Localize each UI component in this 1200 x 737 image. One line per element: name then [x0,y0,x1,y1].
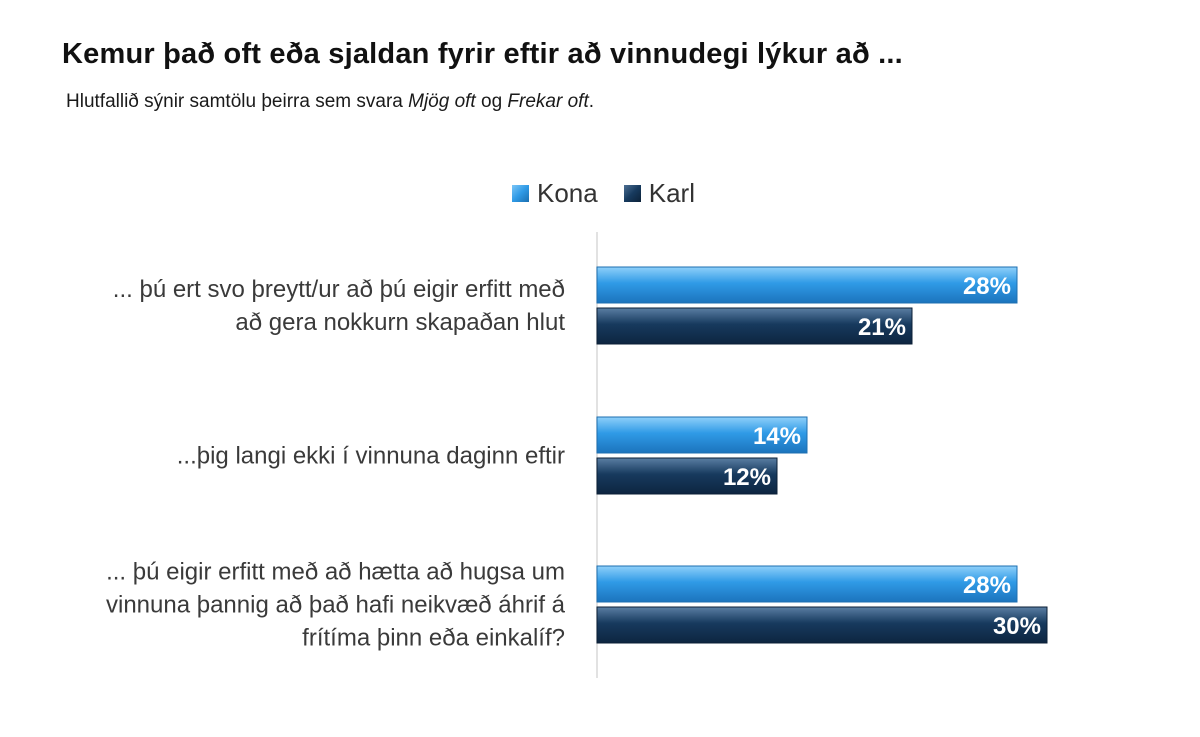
subtitle-mid: og [475,91,508,112]
legend-item-karl: Karl [623,178,695,209]
category-label: ... þú ert svo þreytt/ur að þú eigir erf… [113,276,565,303]
legend-item-kona: Kona [512,178,598,209]
bar-karl [596,606,1048,644]
legend-label-karl: Karl [648,178,695,208]
chart-subtitle: Hlutfallið sýnir samtölu þeirra sem svar… [66,91,594,113]
subtitle-prefix: Hlutfallið sýnir samtölu þeirra sem svar… [66,91,409,112]
bar-kona [596,565,1018,603]
category-label: vinnuna þannig að það hafi neikvæð áhrif… [106,592,566,619]
legend-swatch-karl [623,185,641,202]
data-label-kona: 14% [753,423,801,450]
category-label: frítíma þinn eða einkalíf? [302,625,565,652]
legend-label-kona: Kona [537,178,598,208]
bar-karl [596,307,913,345]
data-label-karl: 21% [858,314,906,341]
subtitle-emphasis-2: Frekar oft [507,91,589,112]
bar-kona [596,266,1018,304]
category-label: ...þig langi ekki í vinnuna daginn eftir [177,443,565,470]
chart-legend: Kona Karl [512,178,695,209]
bar-karl [596,457,778,495]
category-label: að gera nokkurn skapaðan hlut [235,309,565,336]
category-label: ... þú eigir erfitt með að hætta að hugs… [106,559,565,586]
data-label-karl: 30% [993,613,1041,640]
subtitle-suffix: . [588,91,595,112]
data-label-karl: 12% [723,464,771,491]
bar-kona [596,416,808,454]
subtitle-emphasis-1: Mjög oft [408,91,476,112]
data-label-kona: 28% [963,273,1011,300]
legend-swatch-kona [512,185,529,202]
data-label-kona: 28% [963,572,1011,599]
chart-title: Kemur það oft eða sjaldan fyrir eftir að… [62,38,903,70]
